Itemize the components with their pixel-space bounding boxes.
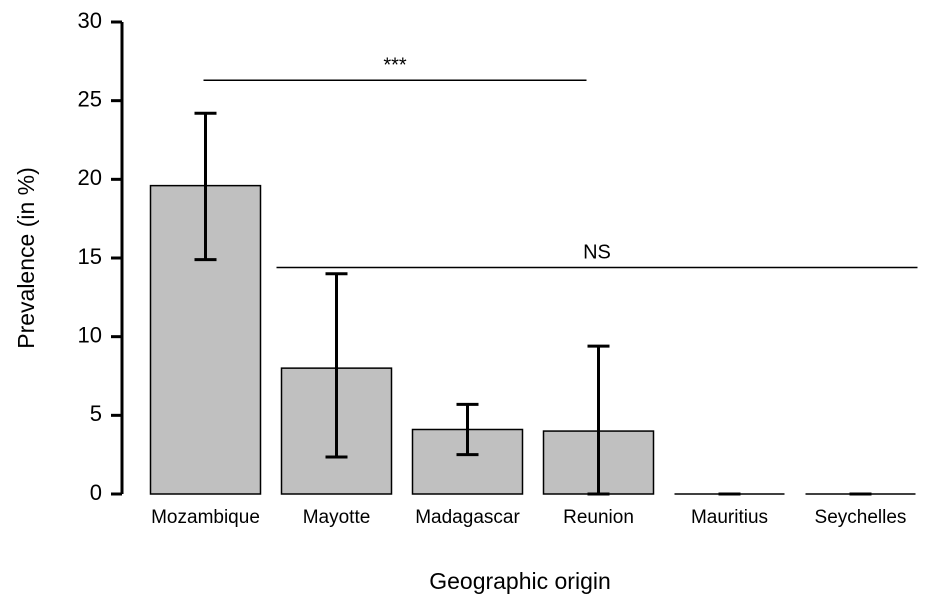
y-tick-label: 15	[78, 244, 102, 269]
x-axis-title: Geographic origin	[429, 568, 611, 594]
y-tick-label: 20	[78, 165, 102, 190]
x-tick-label: Mayotte	[303, 507, 371, 528]
x-tick-label: Seychelles	[815, 507, 907, 528]
y-tick-label: 5	[90, 401, 102, 426]
y-tick-label: 10	[78, 322, 102, 347]
x-tick-label: Mauritius	[691, 507, 768, 528]
annotation-label: ***	[383, 54, 407, 76]
x-tick-label: Madagascar	[415, 507, 520, 528]
y-axis-title: Prevalence (in %)	[13, 167, 39, 349]
error-bar	[587, 344, 610, 496]
y-tick-label: 30	[78, 8, 102, 33]
error-bar	[194, 111, 217, 262]
annotation-label: NS	[583, 242, 611, 264]
error-bar	[456, 402, 479, 457]
x-tick-label: Reunion	[563, 507, 634, 528]
error-bar	[325, 272, 348, 459]
y-tick-label: 0	[90, 480, 102, 505]
x-tick-label: Mozambique	[151, 507, 260, 528]
y-tick-label: 25	[78, 86, 102, 111]
